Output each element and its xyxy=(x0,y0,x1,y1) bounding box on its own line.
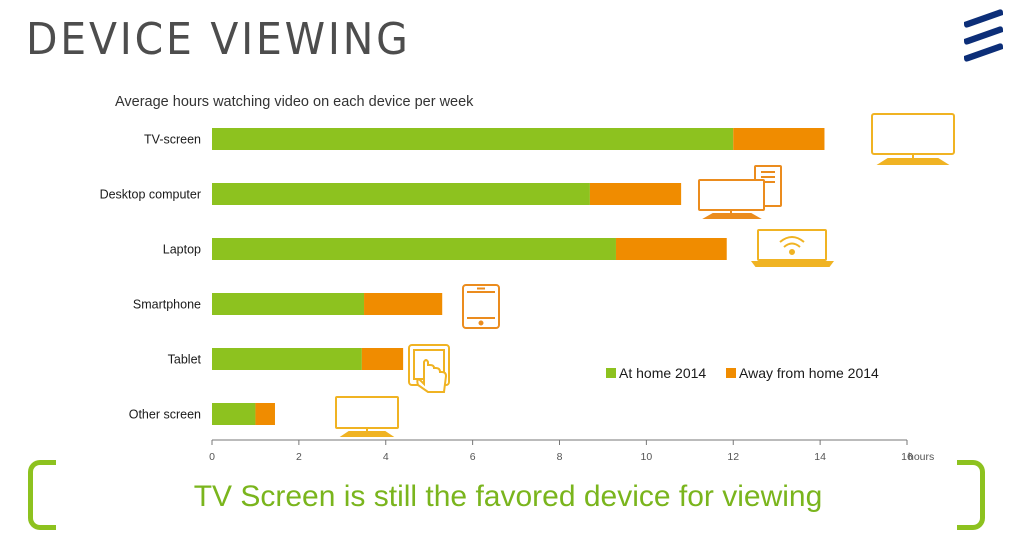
tv-icon xyxy=(871,113,955,165)
x-tick-label: 16 xyxy=(901,451,913,463)
monitor-icon xyxy=(335,396,399,437)
legend-swatch-away xyxy=(726,368,736,378)
category-label-tablet: Tablet xyxy=(168,353,202,367)
legend: At home 2014 Away from home 2014 xyxy=(606,365,879,381)
laptop-icon xyxy=(751,229,834,267)
bar-smartphone-away-from-home-2014 xyxy=(364,293,443,315)
x-tick-label: 10 xyxy=(641,451,653,463)
x-tick-label: 6 xyxy=(470,451,476,463)
ericsson-logo-icon xyxy=(964,9,1003,62)
x-tick-label: 8 xyxy=(557,451,563,463)
x-tick-label: 14 xyxy=(814,451,826,463)
bar-tablet-away-from-home-2014 xyxy=(361,348,404,370)
bar-other-screen-at-home-2014 xyxy=(212,403,256,425)
category-label-smartphone: Smartphone xyxy=(133,298,201,312)
category-label-laptop: Laptop xyxy=(163,243,201,257)
category-label-other-screen: Other screen xyxy=(129,408,201,422)
category-label-tv-screen: TV-screen xyxy=(144,133,201,147)
bar-other-screen-away-from-home-2014 xyxy=(255,403,275,425)
category-label-desktop-computer: Desktop computer xyxy=(100,188,201,202)
x-tick-label: 4 xyxy=(383,451,389,463)
chart-title: Average hours watching video on each dev… xyxy=(115,94,474,110)
bar-desktop-computer-away-from-home-2014 xyxy=(589,183,682,205)
smartphone-icon xyxy=(462,284,500,329)
legend-swatch-at-home xyxy=(606,368,616,378)
left-bracket xyxy=(28,460,56,530)
tablet-icon xyxy=(408,344,450,393)
bar-laptop-at-home-2014 xyxy=(212,238,616,260)
right-bracket xyxy=(957,460,985,530)
x-tick-label: 12 xyxy=(727,451,739,463)
x-tick-label: 2 xyxy=(296,451,302,463)
bar-tv-screen-at-home-2014 xyxy=(212,128,734,150)
legend-label-away: Away from home 2014 xyxy=(739,365,879,381)
desktop-computer-icon xyxy=(698,165,782,219)
bar-smartphone-at-home-2014 xyxy=(212,293,365,315)
x-tick-label: 0 xyxy=(209,451,215,463)
x-axis-label: hours xyxy=(908,451,934,463)
legend-label-at-home: At home 2014 xyxy=(619,365,706,381)
bar-desktop-computer-at-home-2014 xyxy=(212,183,590,205)
bar-laptop-away-from-home-2014 xyxy=(615,238,727,260)
page-title: DEVICE VIEWING xyxy=(26,14,411,65)
bar-tablet-at-home-2014 xyxy=(212,348,362,370)
bar-tv-screen-away-from-home-2014 xyxy=(733,128,825,150)
caption-text: TV Screen is still the favored device fo… xyxy=(193,480,823,513)
